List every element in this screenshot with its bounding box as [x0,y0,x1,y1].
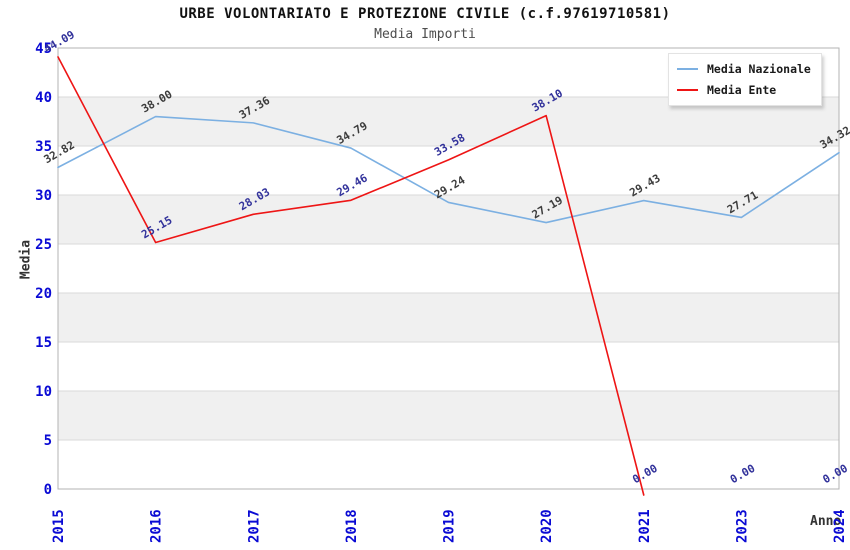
x-axis-title: Anno [810,514,842,529]
legend-label-media-ente: Media Ente [707,83,777,97]
svg-text:44.09: 44.09 [42,28,77,56]
svg-text:2019: 2019 [442,509,458,543]
svg-text:15: 15 [35,335,52,351]
svg-text:2017: 2017 [246,509,262,543]
svg-text:20: 20 [35,286,52,302]
svg-text:35: 35 [35,139,52,155]
svg-text:2016: 2016 [149,509,165,543]
chart-title: URBE VOLONTARIATO E PROTEZIONE CIVILE (c… [179,6,671,22]
svg-text:40: 40 [35,90,52,106]
svg-text:2021: 2021 [637,509,653,543]
legend-item-media-nazionale: Media Nazionale [677,62,811,76]
svg-text:0: 0 [44,482,52,498]
svg-text:25: 25 [35,237,52,253]
legend-label-media-nazionale: Media Nazionale [707,62,811,76]
chart-subtitle: Media Importi [374,27,476,42]
svg-text:10: 10 [35,384,52,400]
svg-text:0.00: 0.00 [728,462,757,487]
svg-text:45: 45 [35,41,52,57]
svg-text:0.00: 0.00 [821,462,850,487]
svg-text:5: 5 [44,433,52,449]
svg-text:30: 30 [35,188,52,204]
svg-text:2015: 2015 [51,509,67,543]
svg-text:0.00: 0.00 [630,462,659,487]
legend-item-media-ente: Media Ente [677,83,811,97]
legend: Media Nazionale Media Ente [668,53,822,106]
svg-text:2023: 2023 [734,509,750,543]
svg-text:2024: 2024 [832,509,848,543]
svg-text:2018: 2018 [344,509,360,543]
media-ente-line-sample-icon [677,89,698,91]
media-nazionale-line-sample-icon [677,68,698,70]
svg-text:2020: 2020 [539,509,555,543]
